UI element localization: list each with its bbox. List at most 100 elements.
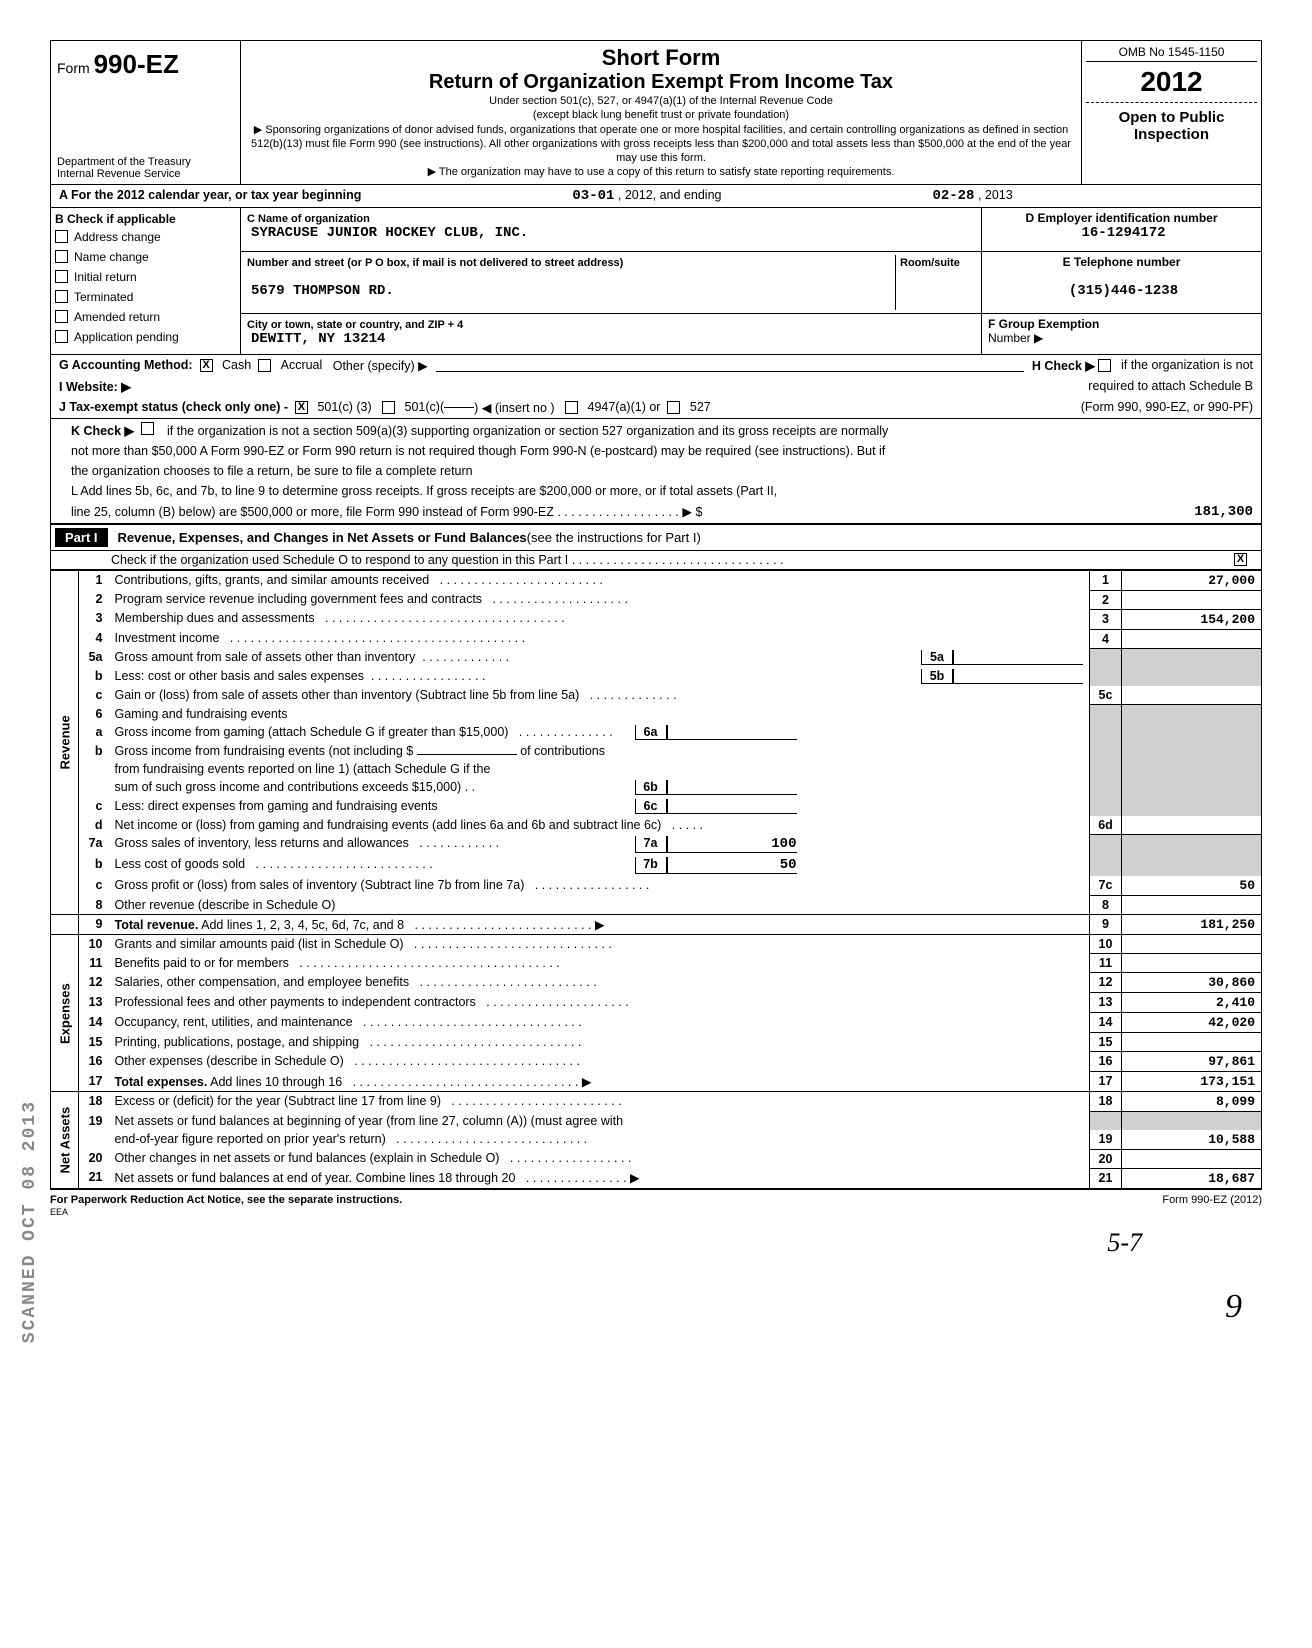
form-header: Form 990-EZ Department of the Treasury I…	[50, 40, 1262, 184]
row-i: I Website: ▶ required to attach Schedule…	[50, 376, 1262, 397]
cb-address-label: Address change	[74, 230, 161, 244]
l3-desc: Membership dues and assessments	[115, 611, 315, 625]
cb-cash[interactable]: X	[200, 359, 213, 372]
h-cont: required to attach Schedule B	[1088, 379, 1253, 393]
part1-label: Part I	[55, 528, 108, 547]
l4-amt	[1122, 629, 1262, 648]
l20-desc: Other changes in net assets or fund bala…	[115, 1151, 500, 1165]
k-label: K Check ▶	[71, 424, 134, 438]
l10-amt	[1122, 935, 1262, 954]
omb: OMB No 1545-1150	[1086, 45, 1257, 62]
l6c-desc: Less: direct expenses from gaming and fu…	[115, 799, 635, 814]
cb-accrual[interactable]	[258, 359, 271, 372]
l7a-amt: 100	[667, 836, 797, 853]
cb-address[interactable]	[55, 230, 68, 243]
b-label: B Check if applicable	[55, 212, 236, 226]
end-date: 02-28	[928, 188, 974, 204]
l8-desc: Other revenue (describe in Schedule O)	[115, 898, 336, 912]
accrual-label: Accrual	[281, 358, 323, 372]
part1-suffix: (see the instructions for Part I)	[527, 530, 701, 545]
cb-schedO[interactable]: X	[1234, 553, 1247, 566]
cb-k[interactable]	[141, 422, 154, 435]
footer-left: For Paperwork Reduction Act Notice, see …	[50, 1194, 402, 1206]
col-d: D Employer identification number 16-1294…	[981, 208, 1261, 354]
open: Open to Public	[1086, 109, 1257, 126]
cb-initial-label: Initial return	[74, 270, 137, 284]
l4-desc: Investment income	[115, 631, 220, 645]
l6b-amt	[667, 780, 797, 795]
room-label: Room/suite	[900, 257, 960, 269]
cb-terminated[interactable]	[55, 290, 68, 303]
c-name-label: C Name of organization	[247, 213, 370, 225]
j-label: J Tax-exempt status (check only one) -	[59, 400, 288, 414]
hand-9: 9	[1225, 1288, 1242, 1325]
part1-title: Revenue, Expenses, and Changes in Net As…	[118, 530, 527, 545]
section-bcd: B Check if applicable Address change Nam…	[50, 208, 1262, 354]
l11-desc: Benefits paid to or for members	[115, 956, 289, 970]
main-table: Revenue 1Contributions, gifts, grants, a…	[50, 570, 1262, 1189]
cb-4947[interactable]	[565, 401, 578, 414]
netassets-label: Net Assets	[51, 1092, 79, 1189]
l3-amt: 154,200	[1122, 609, 1262, 629]
l2-text: line 25, column (B) below) are $500,000 …	[71, 504, 702, 520]
row-g: G Accounting Method: X Cash Accrual Othe…	[50, 354, 1262, 376]
cb-amended[interactable]	[55, 310, 68, 323]
a1-label: 4947(a)(1) or	[588, 400, 661, 414]
cb-initial[interactable]	[55, 270, 68, 283]
l6d-desc: Net income or (loss) from gaming and fun…	[115, 818, 662, 832]
row-l2: line 25, column (B) below) are $500,000 …	[50, 501, 1262, 524]
city: DEWITT, NY 13214	[247, 331, 385, 347]
l6a-desc: Gross income from gaming (attach Schedul…	[115, 725, 509, 739]
l1-desc: Contributions, gifts, grants, and simila…	[115, 573, 430, 587]
col-c: C Name of organization SYRACUSE JUNIOR H…	[241, 208, 981, 354]
cb-amended-label: Amended return	[74, 310, 160, 324]
cb-527[interactable]	[667, 401, 680, 414]
line-a-endyear: , 2013	[978, 188, 1013, 202]
row-l: L Add lines 5b, 6c, and 7b, to line 9 to…	[50, 481, 1262, 501]
l15-desc: Printing, publications, postage, and shi…	[115, 1035, 360, 1049]
h-text: if the organization is not	[1121, 358, 1253, 372]
cb-name[interactable]	[55, 250, 68, 263]
k-text1: if the organization is not a section 509…	[167, 424, 888, 438]
phone: (315)446-1238	[1065, 283, 1178, 299]
l11-amt	[1122, 954, 1262, 973]
sub2: (except black lung benefit trust or priv…	[251, 108, 1071, 122]
line-a-pre: A For the 2012 calendar year, or tax yea…	[59, 188, 361, 202]
street-label: Number and street (or P O box, if mail i…	[247, 257, 623, 269]
irs: Internal Revenue Service	[57, 168, 234, 180]
street: 5679 THOMPSON RD.	[247, 283, 394, 299]
form-title: Return of Organization Exempt From Incom…	[251, 71, 1071, 94]
l8-amt	[1122, 896, 1262, 915]
c-label: 501(c)(	[405, 400, 445, 414]
cb-501c[interactable]	[382, 401, 395, 414]
l6a-amt	[667, 725, 797, 740]
ein: 16-1294172	[1077, 225, 1165, 241]
i-label: I Website: ▶	[59, 379, 131, 394]
l18-desc: Excess or (deficit) for the year (Subtra…	[115, 1094, 442, 1108]
h-label: H Check ▶	[1032, 358, 1095, 373]
cb-name-label: Name change	[74, 250, 149, 264]
scanned-stamp: SCANNED OCT 08 2013	[20, 1100, 40, 1343]
cb-501c3[interactable]: X	[295, 401, 308, 414]
l7a-desc: Gross sales of inventory, less returns a…	[115, 836, 409, 850]
col-b: B Check if applicable Address change Nam…	[51, 208, 241, 354]
l18-amt: 8,099	[1122, 1092, 1262, 1112]
cb-pending[interactable]	[55, 330, 68, 343]
l-amount: 181,300	[1190, 504, 1253, 520]
cash-label: Cash	[222, 358, 251, 372]
l15-amt	[1122, 1033, 1262, 1052]
l2-desc: Program service revenue including govern…	[115, 592, 483, 606]
line-a-mid: , 2012, and ending	[618, 188, 722, 202]
527-label: 527	[690, 400, 711, 414]
sub4: ▶ The organization may have to use a cop…	[251, 165, 1071, 179]
expenses-label: Expenses	[51, 935, 79, 1092]
l1-amt: 27,000	[1122, 570, 1262, 590]
l5c-amt	[1122, 686, 1262, 705]
l19-amt: 10,588	[1122, 1130, 1262, 1150]
row-k3: the organization chooses to file a retur…	[50, 461, 1262, 481]
l10-desc: Grants and similar amounts paid (list in…	[115, 937, 404, 951]
l6d-amt	[1122, 816, 1262, 835]
l13-amt: 2,410	[1122, 993, 1262, 1013]
l14-desc: Occupancy, rent, utilities, and maintena…	[115, 1015, 353, 1029]
cb-h[interactable]	[1098, 359, 1111, 372]
